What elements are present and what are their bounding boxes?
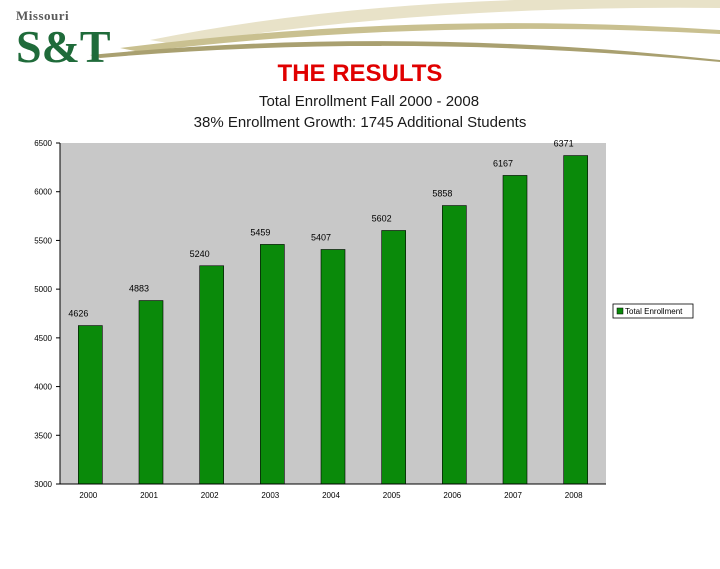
x-tick-label: 2004: [322, 491, 340, 500]
data-label: 5459: [250, 227, 270, 237]
x-tick-label: 2005: [383, 491, 401, 500]
chart-subtitle-1: Total Enrollment Fall 2000 - 2008: [258, 93, 480, 110]
y-tick-label: 3000: [34, 480, 52, 489]
x-tick-label: 2007: [504, 491, 522, 500]
x-tick-label: 2002: [201, 491, 219, 500]
y-tick-label: 6000: [34, 188, 52, 197]
x-tick-label: 2003: [261, 491, 279, 500]
data-label: 5240: [190, 249, 210, 259]
y-tick-label: 6500: [34, 139, 52, 148]
bar: [78, 325, 103, 485]
logo-main-text: S&T: [16, 21, 111, 72]
x-tick-label: 2008: [565, 491, 583, 500]
chart-subtitle-2: 38% Enrollment Growth: 1745 Additional S…: [193, 114, 527, 131]
data-label: 4626: [68, 309, 88, 319]
data-label: 6371: [554, 139, 574, 149]
legend-swatch: [616, 307, 624, 315]
x-tick-label: 2006: [443, 491, 461, 500]
y-tick-label: 5000: [34, 285, 52, 294]
university-logo: Missouri S&T: [16, 8, 111, 72]
slide-header: Missouri S&T: [0, 0, 720, 90]
y-tick-label: 4000: [34, 383, 52, 392]
data-label: 5407: [311, 232, 331, 242]
header-swoosh: [90, 0, 720, 62]
bar: [381, 230, 406, 485]
y-tick-label: 5500: [34, 236, 52, 245]
data-label: 5602: [372, 213, 392, 223]
legend-box: [612, 303, 694, 319]
x-axis: 2000 2001 2002 2003 2004 2005 2006 2007 2008: [60, 483, 606, 500]
legend: Total Enrollment: [612, 303, 694, 319]
data-label: 5858: [432, 189, 452, 199]
bar: [260, 244, 285, 485]
bars: 4626 4883 5240 5459 5407 5602 5858 6167 6371: [68, 139, 588, 485]
x-tick-label: 2001: [140, 491, 158, 500]
bar: [138, 300, 164, 485]
bar: [320, 249, 346, 485]
logo-top-text: Missouri: [16, 8, 70, 23]
x-tick-label: 2000: [79, 491, 97, 500]
legend-label: Total Enrollment: [625, 307, 683, 316]
y-axis: 3000 3500 4000 4500 5000 5500 6000 6500: [34, 139, 61, 489]
bar: [199, 265, 224, 485]
data-label: 4883: [129, 284, 149, 294]
slide-title: THE RESULTS: [277, 60, 443, 87]
y-tick-label: 3500: [34, 431, 52, 440]
data-label: 6167: [493, 158, 513, 168]
bar: [563, 155, 588, 485]
bar: [502, 175, 528, 485]
bar: [442, 205, 467, 485]
y-tick-label: 4500: [34, 334, 52, 343]
